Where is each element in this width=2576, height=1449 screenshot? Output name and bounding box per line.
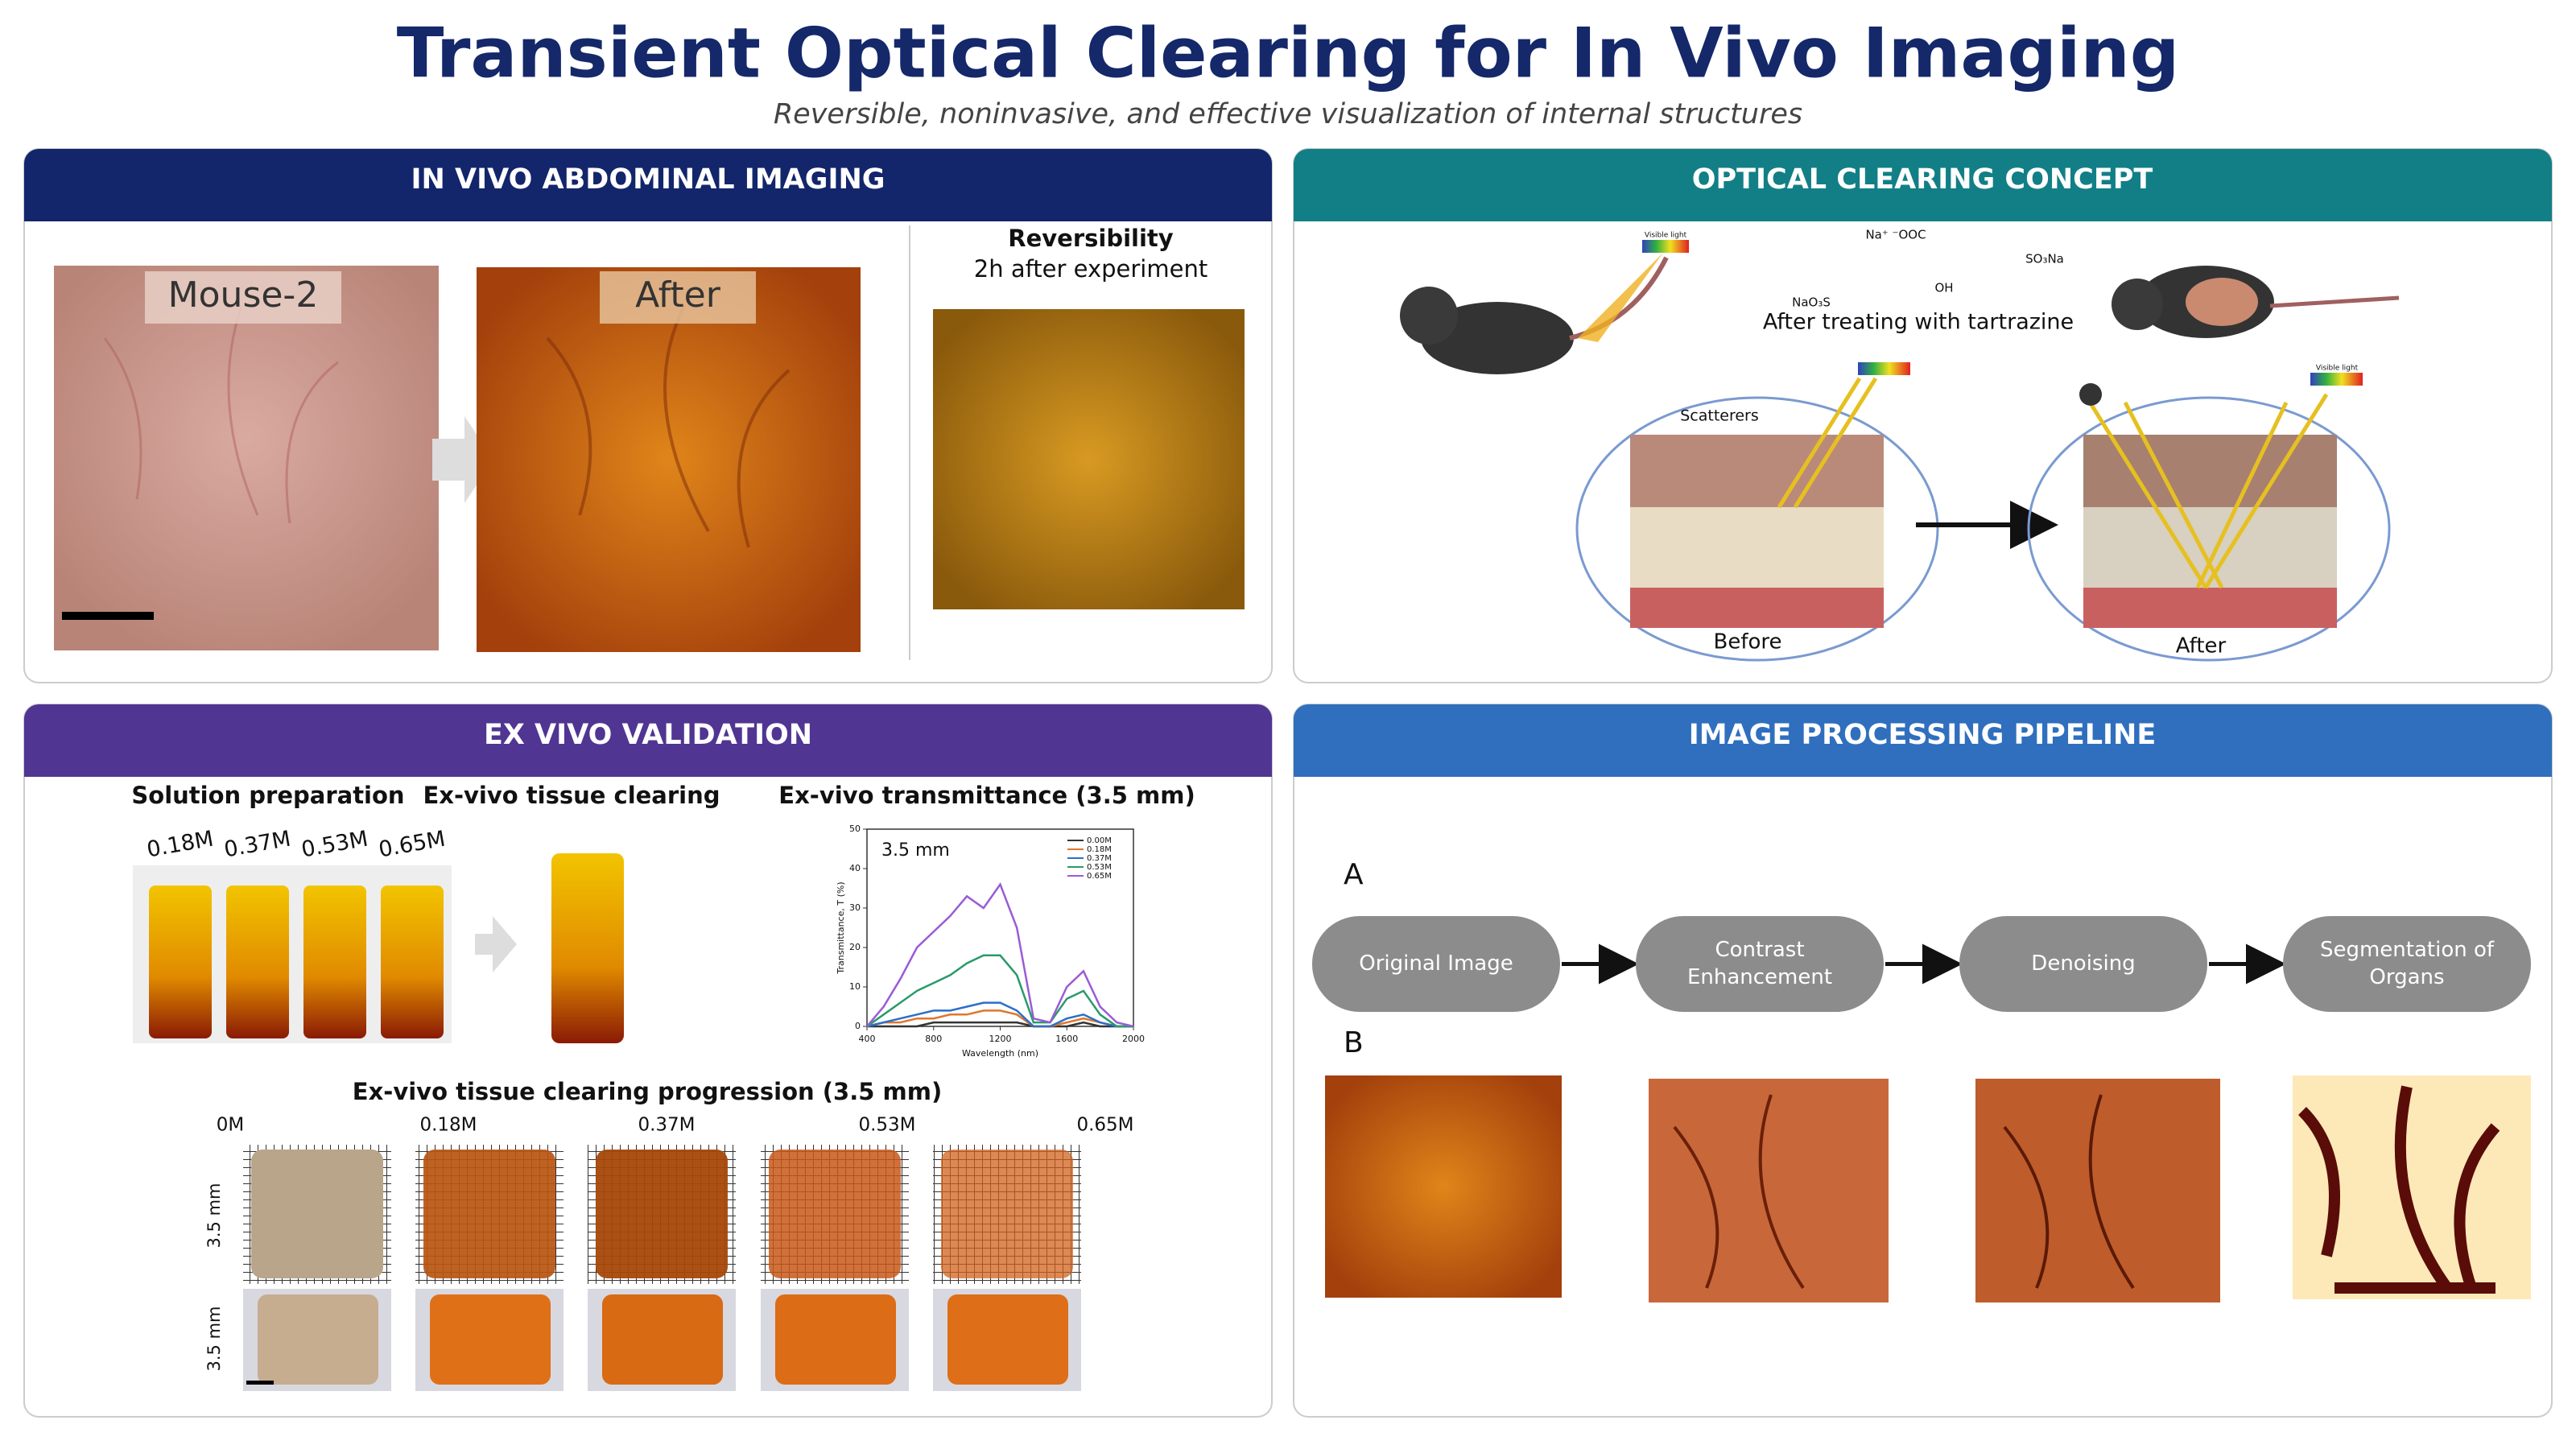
image-label: After (635, 275, 721, 316)
section-title: Ex-vivo tissue clearing progression (3.5… (353, 1078, 942, 1105)
in-vivo-images (54, 225, 1245, 660)
section-title: Solution preparation (131, 782, 404, 809)
chem-label: SO₃Na (2025, 252, 2064, 266)
panel-label: A (1344, 858, 1364, 891)
panel-title: IN VIVO ABDOMINAL IMAGING (411, 163, 885, 196)
title: Transient Optical Clearing for In Vivo I… (397, 13, 2180, 93)
panel-title: IMAGE PROCESSING PIPELINE (1689, 719, 2157, 751)
step-box (1312, 916, 1560, 1012)
concept-illustration (1400, 240, 2400, 662)
row-label: 3.5 mm (204, 1307, 224, 1372)
y-tick-label: 20 (849, 942, 861, 952)
step-box (1959, 916, 2207, 1012)
ex-vivo-images (133, 853, 1081, 1391)
section-title: Reversibility (1008, 225, 1174, 252)
column-label: 0M (217, 1115, 244, 1136)
y-tick-label: 10 (849, 981, 861, 992)
step-box (2283, 916, 2531, 1012)
annotation: 3.5 mm (881, 840, 950, 861)
label: Scatterers (1680, 407, 1759, 425)
section-title: Ex-vivo tissue clearing (423, 782, 720, 809)
step-label: Segmentation of (2320, 938, 2495, 962)
caption: After treating with tartrazine (1763, 310, 2074, 335)
label: Visible light (2316, 365, 2359, 373)
row-label: 3.5 mm (204, 1183, 224, 1249)
section-note: 2h after experiment (974, 255, 1208, 283)
panel-title: OPTICAL CLEARING CONCEPT (1692, 163, 2153, 196)
y-tick-label: 50 (849, 824, 861, 834)
y-tick-label: 40 (849, 863, 861, 873)
column-label: 0.53M (858, 1115, 915, 1136)
chem-label: OH (1934, 281, 1953, 295)
x-tick-label: 2000 (1122, 1034, 1145, 1044)
x-tick-label: 400 (859, 1034, 876, 1044)
series-line (866, 1001, 1133, 1028)
series-line (867, 1021, 1133, 1028)
chem-label: NaO₃S (1792, 295, 1831, 310)
y-tick-label: 30 (849, 902, 861, 913)
column-label: 0.37M (638, 1115, 695, 1136)
panel-title: EX VIVO VALIDATION (484, 719, 812, 751)
legend-label: 0.53M (1087, 863, 1112, 872)
x-tick-label: 1600 (1055, 1034, 1078, 1044)
legend-label: 0.65M (1087, 872, 1112, 881)
label: Before (1713, 630, 1781, 654)
y-tick-label: 0 (855, 1021, 861, 1031)
step-label: Original Image (1359, 952, 1513, 976)
series-line (866, 954, 1133, 1028)
plot-frame (866, 828, 1134, 1027)
image-label: Mouse-2 (168, 275, 319, 316)
step-label: Contrast (1715, 938, 1804, 962)
x-tick-label: 800 (925, 1034, 942, 1044)
section-title: Ex-vivo transmittance (3.5 mm) (778, 782, 1195, 809)
step-box (1636, 916, 1884, 1012)
subtitle: Reversible, noninvasive, and effective v… (774, 98, 1802, 130)
column-label: 0.18M (419, 1115, 477, 1136)
chem-label: Na⁺ ⁻OOC (1865, 228, 1926, 242)
legend-label: 0.37M (1087, 854, 1112, 863)
panel-label: B (1344, 1026, 1364, 1059)
x-axis-label: Wavelength (nm) (962, 1048, 1038, 1059)
step-label: Enhancement (1687, 965, 1832, 989)
label: After (2176, 634, 2227, 658)
label: Visible light (1645, 232, 1687, 240)
column-label: 0.65M (1076, 1115, 1133, 1136)
y-axis-label: Transmittance, T (%) (836, 881, 846, 974)
step-label: Organs (2369, 965, 2444, 989)
series-line (866, 1009, 1133, 1028)
step-label: Denoising (2031, 952, 2135, 976)
legend-label: 0.18M (1087, 845, 1112, 854)
x-tick-label: 1200 (989, 1034, 1012, 1044)
legend-label: 0.00M (1087, 836, 1112, 845)
pipeline-images (1325, 1075, 2531, 1302)
series-line (866, 881, 1134, 1028)
